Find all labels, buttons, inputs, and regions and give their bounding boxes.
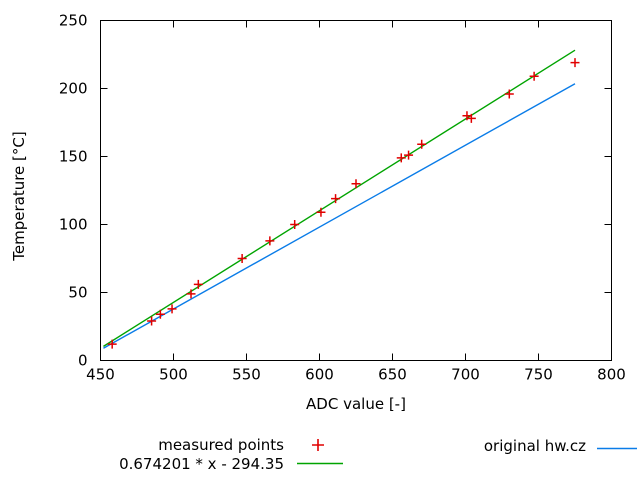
legend-label-fit-formula: 0.674201 * x - 294.35 (119, 455, 284, 473)
data-point-cross (404, 150, 414, 160)
data-point-cross (237, 254, 247, 263)
data-point-cross (290, 220, 300, 229)
y-tick-label: 50 (68, 284, 87, 302)
legend-label-original-hwcz: original hw.cz (483, 437, 586, 455)
x-tick-label: 500 (159, 366, 188, 384)
x-tick-label: 800 (597, 366, 626, 384)
data-point-cross (155, 309, 165, 319)
y-tick-label: 200 (59, 80, 88, 98)
data-point-cross (570, 58, 580, 68)
legend-label-measured-points: measured points (158, 436, 284, 454)
x-tick-label: 550 (232, 366, 261, 384)
plot-border (100, 20, 612, 361)
x-axis-title: ADC value [-] (306, 395, 406, 413)
series-line (103, 83, 576, 349)
x-tick-label: 650 (378, 366, 407, 384)
y-axis-title: Temperature [°C] (10, 131, 28, 261)
data-point-cross (193, 279, 203, 289)
data-point-cross (147, 316, 157, 326)
data-point-cross (504, 89, 514, 99)
data-point-cross (529, 71, 539, 81)
data-point-cross (351, 179, 361, 189)
legend-marker-original-line-icon (597, 447, 637, 450)
legend-marker-plus-icon (312, 439, 324, 451)
x-tick-label: 450 (86, 366, 115, 384)
y-tick-label: 0 (78, 352, 88, 370)
data-point-cross (107, 339, 117, 349)
data-point-cross (466, 113, 476, 123)
data-point-cross (186, 289, 196, 299)
legend-marker-fit-line-icon (297, 462, 343, 465)
x-tick-label: 700 (451, 366, 480, 384)
data-point-cross (316, 207, 326, 217)
y-tick-label: 150 (59, 148, 88, 166)
data-point-cross (331, 194, 341, 204)
x-tick-label: 750 (524, 366, 553, 384)
y-tick-label: 250 (59, 12, 88, 30)
y-tick-label: 100 (59, 216, 88, 234)
x-tick-label: 600 (305, 366, 334, 384)
data-point-cross (396, 153, 406, 163)
data-point-cross (417, 139, 427, 149)
data-point-cross (265, 236, 275, 246)
data-point-cross (167, 304, 177, 314)
